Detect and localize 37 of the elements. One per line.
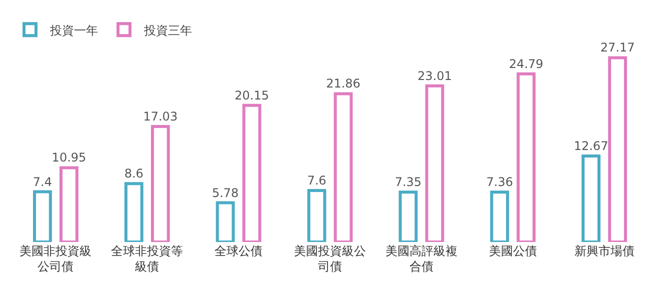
data-label: 12.67 (574, 139, 608, 154)
data-label: 7.36 (486, 175, 513, 190)
bar (150, 124, 170, 242)
data-label: 10.95 (52, 150, 86, 165)
data-label: 17.03 (143, 109, 178, 124)
data-label: 20.15 (234, 88, 270, 102)
x-tick-label: 美國非投資級公司債 (20, 244, 92, 274)
x-tick-label: 全球非投資等級債 (111, 244, 184, 274)
legend-label: 投資一年 (49, 23, 98, 38)
bar (33, 190, 52, 242)
data-label: 7.35 (394, 175, 422, 190)
data-label: 23.01 (418, 68, 452, 83)
x-tick-label: 美國高評級複合債 (385, 244, 458, 274)
bar (60, 166, 78, 242)
x-tick-label: 美國公債 (488, 244, 537, 258)
bar (242, 104, 262, 242)
x-tick-label: 美國投資級公司債 (294, 244, 366, 274)
data-label: 27.17 (600, 40, 635, 55)
bar (582, 154, 600, 242)
bar (608, 56, 627, 242)
data-label: 7.6 (307, 173, 326, 188)
legend-label: 投資三年 (143, 23, 192, 38)
bar (124, 182, 144, 242)
bar (307, 188, 326, 242)
data-label: 8.6 (124, 166, 144, 181)
data-label: 24.79 (508, 56, 544, 71)
bar (334, 92, 353, 242)
bar (216, 201, 235, 242)
data-label: 21.86 (326, 76, 360, 91)
x-tick-label: 新興市場債 (574, 244, 634, 258)
x-tick-label: 全球公債 (214, 244, 263, 258)
data-label: 5.78 (212, 186, 239, 200)
bar (425, 84, 444, 242)
bar (516, 72, 536, 242)
data-label: 7.4 (32, 174, 52, 189)
bar (490, 190, 510, 242)
bar (398, 190, 418, 242)
